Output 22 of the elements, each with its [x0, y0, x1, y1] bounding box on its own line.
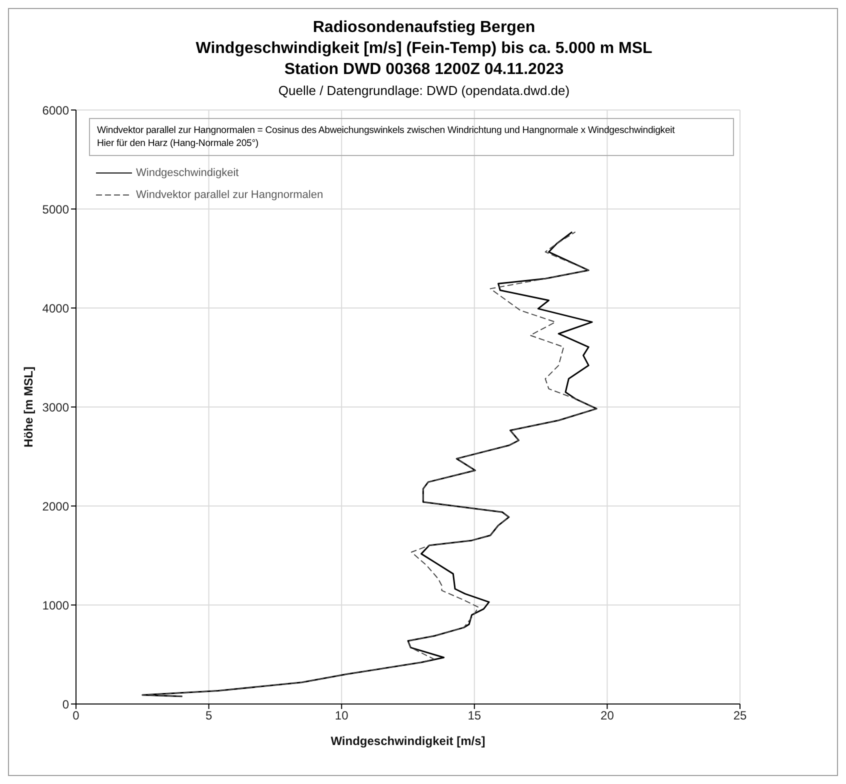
note-box: Windvektor parallel zur Hangnormalen = Cosinus des Abweichungswinkels zwischen Windrichtung und Hangnormale x Windgeschwindigkeit Hier für den Harz (Hang-Normale 205°): [89, 118, 734, 156]
annotation: Windvektor parallel zur Hangnormalen = Cosinus des Abweichungswinkels zwischen Windrichtung und Hangnormale x Windgeschwindigkeit: [97, 124, 676, 137]
y-tick-label: 2000: [42, 499, 70, 514]
x-tick-label: 20: [600, 708, 614, 723]
source-note: Quelle / Datengrundlage: DWD (opendata.dwd.de): [277, 82, 571, 100]
x-tick-label: 15: [468, 708, 482, 723]
x-tick-label: 10: [334, 708, 349, 723]
y-axis-title: Höhe [m MSL]: [21, 366, 36, 448]
annotation: Hier für den Harz (Hang-Normale 205°): [97, 137, 260, 150]
legend-label: Windvektor parallel zur Hangnormalen: [136, 189, 324, 201]
y-tick-label: 1000: [42, 598, 70, 612]
x-tick-label: 5: [205, 708, 212, 723]
x-tick-label: 25: [733, 708, 747, 723]
legend-label: Windgeschwindigkeit: [136, 167, 239, 179]
y-tick-label: 6000: [42, 103, 70, 118]
chart-title: Radiosondenaufstieg Bergen Windgeschwindigkeit [m/s] (Fein-Temp) bis ca. 5.000 m MSL Station DWD 00368 1200Z 04.11.2023: [194, 18, 654, 80]
x-axis-title: Windgeschwindigkeit [m/s]: [330, 734, 486, 748]
y-tick-label: 4000: [42, 301, 70, 316]
x-tick-label: 0: [72, 708, 80, 723]
y-tick-label: 5000: [42, 202, 70, 216]
y-tick-label: 0: [62, 697, 70, 712]
y-tick-label: 3000: [42, 400, 70, 414]
